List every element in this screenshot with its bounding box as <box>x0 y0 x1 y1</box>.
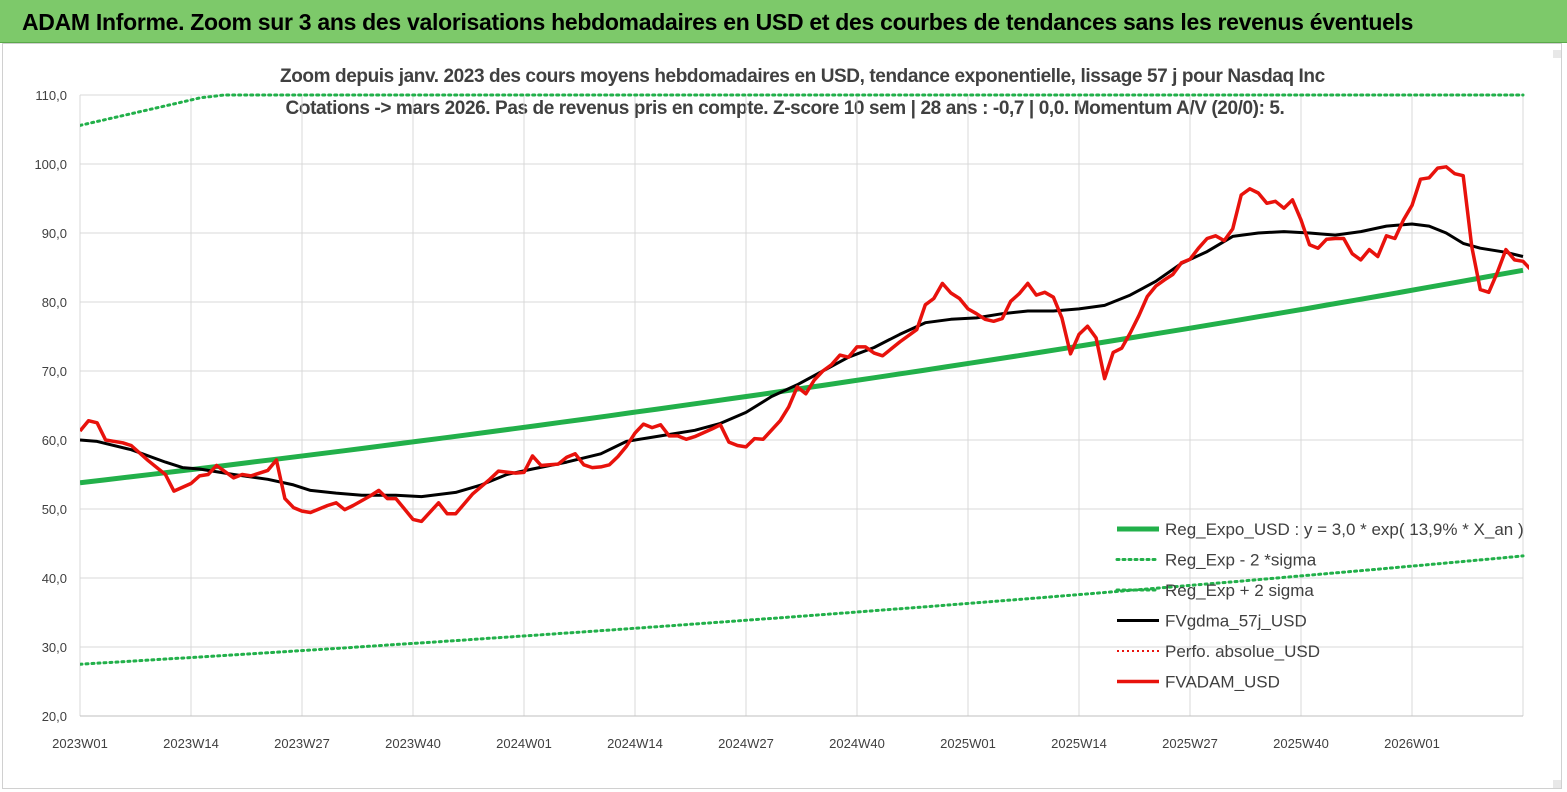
legend: Reg_Expo_USD : y = 3,0 * exp( 13,9% * X_… <box>1115 520 1524 692</box>
y-tick-label: 60,0 <box>42 433 67 448</box>
x-tick-label: 2025W40 <box>1273 736 1329 751</box>
series-line-regm2 <box>80 554 1525 666</box>
x-tick-label: 2023W40 <box>385 736 441 751</box>
banner-title: ADAM Informe. Zoom sur 3 ans des valoris… <box>22 9 1414 35</box>
y-tick-label: 50,0 <box>42 502 67 517</box>
x-axis: 2023W01 2023W14 2023W27 2023W40 2024W01 2024W… <box>52 715 1523 751</box>
x-tick-label: 2023W01 <box>52 736 108 751</box>
legend-label-fvadam: FVADAM_USD <box>1165 673 1280 692</box>
chart-frame <box>2 43 1562 789</box>
chart-title-line2: Cotations -> mars 2026. Pas de revenus p… <box>285 98 1285 119</box>
legend-label-reg: Reg_Expo_USD : y = 3,0 * exp( 13,9% * X_… <box>1165 520 1524 539</box>
series-line-regp2 <box>80 93 1525 127</box>
y-tick-label: 20,0 <box>42 709 67 724</box>
legend-label-regm2: Reg_Exp - 2 *sigma <box>1165 551 1317 570</box>
y-tick-label: 40,0 <box>42 571 67 586</box>
x-tick-label: 2024W40 <box>829 736 885 751</box>
x-tick-label: 2025W14 <box>1051 736 1107 751</box>
series-group <box>80 93 1529 666</box>
x-tick-label: 2023W14 <box>163 736 219 751</box>
x-tick-label: 2025W27 <box>1162 736 1218 751</box>
chart-title-line1: Zoom depuis janv. 2023 des cours moyens … <box>280 66 1325 87</box>
series-line-fvadam <box>80 165 1529 524</box>
x-tick-label: 2025W01 <box>940 736 996 751</box>
legend-label-fvgdma: FVgdma_57j_USD <box>1165 612 1307 631</box>
x-tick-label: 2023W27 <box>274 736 330 751</box>
x-tick-label: 2024W14 <box>607 736 663 751</box>
y-tick-label: 90,0 <box>42 226 67 241</box>
y-tick-label: 100,0 <box>34 157 67 172</box>
x-tick-label: 2024W27 <box>718 736 774 751</box>
x-tick-label: 2026W01 <box>1384 736 1440 751</box>
title-banner: ADAM Informe. Zoom sur 3 ans des valoris… <box>0 0 1567 43</box>
legend-label-perfo: Perfo. absolue_USD <box>1165 642 1320 661</box>
resize-handle-bottom-right[interactable] <box>1553 780 1561 788</box>
y-tick-label: 30,0 <box>42 640 67 655</box>
x-tick-label: 2024W01 <box>496 736 552 751</box>
resize-handle-top-right[interactable] <box>1553 50 1561 58</box>
y-tick-label: 110,0 <box>35 88 67 103</box>
y-tick-label: 80,0 <box>42 295 67 310</box>
y-axis: 20,0 30,0 40,0 50,0 60,0 70,0 80,0 90,0 100,0 110… <box>34 88 67 724</box>
y-tick-label: 70,0 <box>42 364 67 379</box>
legend-label-regp2: Reg_Exp + 2 sigma <box>1165 581 1314 600</box>
